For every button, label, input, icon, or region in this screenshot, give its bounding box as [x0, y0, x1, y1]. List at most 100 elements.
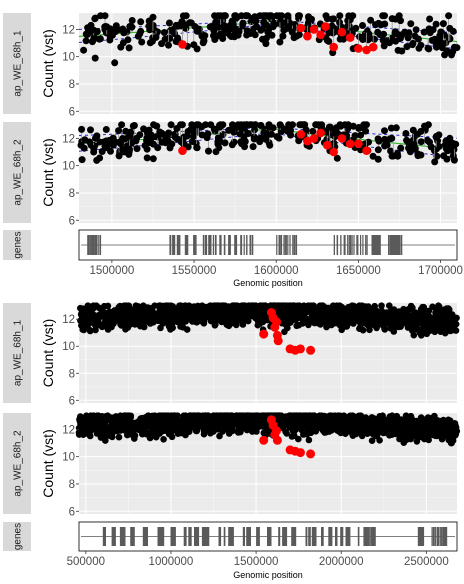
gene-block	[367, 527, 369, 546]
data-point	[84, 302, 92, 310]
data-point	[360, 306, 368, 314]
highlighted-point	[354, 44, 363, 53]
data-point	[106, 36, 114, 44]
data-point	[380, 310, 388, 317]
highlighted-point	[354, 139, 363, 149]
data-point	[308, 15, 315, 23]
data-point	[321, 423, 329, 431]
data-point	[357, 131, 365, 139]
data-point	[342, 430, 349, 438]
facet-label: ap_WE_68h_1	[13, 30, 24, 97]
data-point	[391, 15, 399, 23]
y-tick-label: 12	[62, 314, 75, 326]
gene-block	[373, 235, 375, 255]
data-point	[158, 130, 166, 138]
data-point	[441, 325, 448, 332]
gene-block	[219, 235, 222, 255]
gene-block	[348, 235, 350, 255]
gene-block	[204, 235, 208, 255]
y-tick-label: 8	[69, 188, 75, 200]
gene-block	[374, 527, 376, 546]
data-point	[102, 423, 110, 431]
gene-block	[336, 235, 339, 255]
data-point	[433, 145, 441, 153]
data-point	[333, 154, 341, 162]
data-point	[374, 28, 382, 36]
data-point	[355, 124, 363, 131]
data-point	[140, 323, 148, 331]
gene-block	[375, 235, 377, 255]
gene-block	[441, 527, 443, 546]
data-point	[235, 28, 243, 35]
data-point	[80, 46, 88, 54]
gene-block	[214, 235, 217, 255]
highlighted-point	[329, 147, 339, 157]
data-point	[360, 121, 368, 129]
data-point	[162, 413, 170, 421]
gene-block	[340, 527, 344, 546]
data-point	[165, 41, 172, 49]
gene-block	[395, 235, 397, 255]
data-point	[175, 423, 182, 431]
data-point	[417, 138, 425, 146]
genes-strip	[3, 230, 31, 260]
data-point	[228, 310, 235, 318]
facet-label: ap_WE_68h_1	[13, 319, 24, 386]
gene-block	[176, 235, 181, 255]
data-point	[156, 302, 163, 310]
data-point	[442, 145, 450, 153]
data-point	[291, 417, 299, 425]
y-tick-label: 6	[69, 506, 75, 518]
data-point	[172, 414, 179, 422]
data-point	[452, 140, 460, 148]
data-point	[115, 138, 123, 146]
data-point	[160, 314, 167, 321]
data-point	[398, 47, 406, 55]
data-point	[202, 121, 209, 129]
gene-block	[432, 527, 434, 546]
gene-block	[365, 235, 367, 255]
gene-block	[349, 235, 352, 255]
x-tick-label: 1500000	[234, 556, 279, 568]
data-point	[355, 422, 363, 429]
gene-block	[362, 235, 364, 255]
highlighted-point	[296, 130, 306, 139]
gene-block	[294, 235, 296, 255]
data-point	[88, 314, 96, 322]
data-point	[167, 27, 174, 34]
data-point	[102, 437, 109, 444]
data-point	[439, 20, 447, 28]
data-point	[143, 154, 151, 162]
highlighted-point	[316, 30, 325, 40]
data-point	[299, 310, 306, 318]
data-point	[207, 430, 214, 437]
data-point	[90, 145, 98, 153]
gene-block	[97, 235, 99, 255]
data-point	[403, 311, 410, 319]
data-point	[115, 433, 123, 441]
data-point	[109, 134, 117, 142]
gene-block	[435, 527, 437, 546]
data-point	[296, 12, 303, 20]
data-point	[285, 318, 293, 325]
gene-block	[305, 527, 308, 546]
data-point	[350, 302, 358, 310]
y-axis-label: Count (vst)	[40, 319, 56, 387]
gene-block	[223, 527, 226, 546]
data-point	[385, 314, 393, 321]
highlighted-point	[362, 45, 371, 55]
data-point	[413, 323, 420, 331]
data-point	[398, 31, 406, 39]
data-point	[369, 430, 377, 438]
gene-block	[431, 527, 433, 546]
data-point	[168, 433, 176, 441]
data-point	[447, 432, 455, 440]
gene-block	[287, 235, 289, 255]
y-tick-label: 12	[62, 133, 75, 145]
data-point	[402, 412, 410, 420]
data-point	[445, 12, 453, 20]
data-point	[439, 427, 447, 434]
gene-block	[93, 235, 95, 255]
data-point	[112, 22, 120, 30]
chart-bottom: ap_WE_68h_1 Count (vst) 6 8 10 12 ap_WE_68h_2 C…	[3, 302, 461, 580]
